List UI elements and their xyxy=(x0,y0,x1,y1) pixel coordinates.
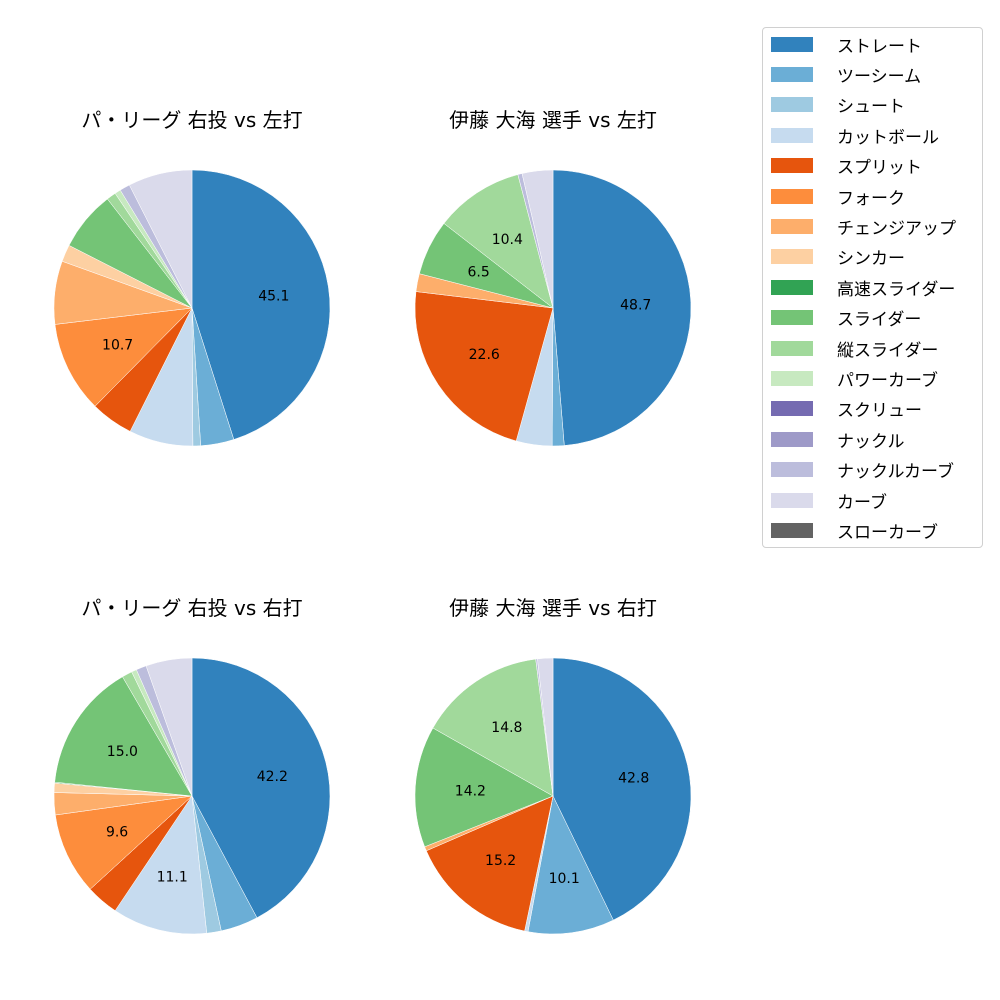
pie-slice xyxy=(129,169,193,309)
pie-slice xyxy=(191,169,331,440)
legend-label: フォーク xyxy=(837,188,905,209)
legend-item: チェンジアップ xyxy=(771,214,956,239)
legend-swatch xyxy=(771,522,813,538)
pie-slice xyxy=(432,658,554,797)
chart-title-2: 伊藤 大海 選手 vs 左打 xyxy=(449,108,657,132)
legend-label: ナックルカーブ xyxy=(837,462,954,483)
legend-swatch xyxy=(771,340,813,356)
legend-item: 高速スライダー xyxy=(771,275,956,300)
legend-item: ナックルカーブ xyxy=(771,458,954,482)
legend-label: スローカーブ xyxy=(837,522,938,543)
pie-slice-label: 22.6 xyxy=(469,347,500,363)
legend-item: シュート xyxy=(771,93,905,117)
legend-swatch xyxy=(771,127,813,143)
legend-swatch xyxy=(771,370,813,386)
legend-item: スプリット xyxy=(771,154,922,178)
legend-label: シュート xyxy=(837,97,905,118)
legend-item: 縦スライダー xyxy=(771,336,939,361)
legend-swatch xyxy=(771,279,813,295)
legend-label: カットボール xyxy=(837,127,939,148)
pie-slice xyxy=(145,657,193,797)
pie-slice-label: 6.5 xyxy=(468,265,490,281)
chart-title-4: 伊藤 大海 選手 vs 右打 xyxy=(449,596,657,620)
pie-slice xyxy=(114,795,207,935)
pie-slice-label: 15.2 xyxy=(485,853,516,869)
pie-slice-label: 14.2 xyxy=(455,783,486,799)
legend-label: スプリット xyxy=(837,158,922,179)
pie-slice-label: 42.2 xyxy=(257,769,288,785)
pie-slice-label: 10.1 xyxy=(549,871,580,887)
legend-label: ストレート xyxy=(837,36,922,57)
pie-slice-label: 45.1 xyxy=(258,288,289,304)
legend-item: ナックル xyxy=(771,427,905,452)
legend: ストレートツーシームシュートカットボール スプリットフォークチェンジアップ シンカー… xyxy=(762,27,983,548)
pie-slice-label: 10.4 xyxy=(492,232,523,248)
legend-label: パワーカーブ xyxy=(837,370,938,391)
pie-slice-label: 15.0 xyxy=(107,744,138,760)
legend-item: スライダー xyxy=(771,306,921,330)
pie-slice xyxy=(55,795,193,890)
pie-slice xyxy=(552,657,692,921)
pie-slice xyxy=(414,291,554,442)
legend-label: ナックル xyxy=(837,431,905,452)
legend-swatch xyxy=(771,66,813,82)
pie-slice xyxy=(521,169,554,309)
pie-slice xyxy=(54,676,193,797)
legend-swatch xyxy=(771,401,813,417)
chart-title-1: パ・リーグ 右投 vs 左打 xyxy=(81,108,303,132)
legend-label: スクリュー xyxy=(837,401,922,422)
legend-swatch xyxy=(771,218,813,234)
pie-slice-label: 10.7 xyxy=(102,337,133,353)
legend-label: チェンジアップ xyxy=(837,218,956,239)
legend-swatch xyxy=(771,158,813,174)
pie-slice-label: 14.8 xyxy=(491,720,522,736)
legend-item: カーブ xyxy=(771,488,887,513)
legend-item: ツーシーム xyxy=(771,62,922,87)
legend-item: ストレート xyxy=(771,32,922,57)
legend-swatch xyxy=(771,310,813,326)
legend-item: パワーカーブ xyxy=(771,366,938,391)
pie-slice xyxy=(414,727,554,848)
legend-label: シンカー xyxy=(837,249,905,270)
pie-slice-label: 42.8 xyxy=(618,770,649,786)
legend-swatch xyxy=(771,462,813,478)
legend-label: スライダー xyxy=(837,310,922,331)
pie-slice-label: 48.7 xyxy=(620,298,651,314)
legend-swatch xyxy=(771,97,813,113)
pie-slice xyxy=(537,657,554,797)
legend-item: スクリュー xyxy=(771,397,922,421)
chart-title-3: パ・リーグ 右投 vs 右打 xyxy=(81,596,303,620)
legend-swatch xyxy=(771,188,813,204)
pie-slice xyxy=(54,307,193,407)
legend-label: 高速スライダー xyxy=(837,279,956,300)
pie-slice xyxy=(527,795,614,935)
legend-label: 縦スライダー xyxy=(837,340,939,361)
legend-item: カットボール xyxy=(771,123,939,148)
legend-label: カーブ xyxy=(837,492,887,513)
pie-slice xyxy=(552,169,692,446)
pie-slice xyxy=(191,657,331,919)
legend-label: ツーシーム xyxy=(837,66,922,87)
legend-item: フォーク xyxy=(771,184,905,209)
legend-item: スローカーブ xyxy=(771,518,938,543)
legend-swatch xyxy=(771,492,813,508)
legend-item: シンカー xyxy=(771,245,905,269)
legend-swatch xyxy=(771,431,813,447)
legend-swatch xyxy=(771,36,813,52)
pie-slice xyxy=(443,174,554,309)
pie-slice-label: 11.1 xyxy=(157,869,188,885)
legend-swatch xyxy=(771,249,813,265)
pie-slice xyxy=(426,795,554,932)
pie-slice-label: 9.6 xyxy=(106,824,128,840)
